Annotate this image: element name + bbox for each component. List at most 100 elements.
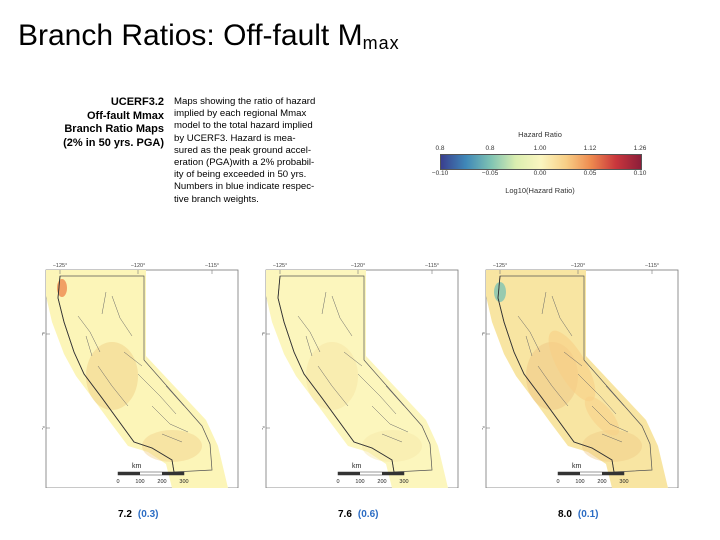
lon-tick-label: −115° bbox=[645, 263, 659, 269]
scale-bar: km 0 100 200 300 bbox=[336, 463, 408, 485]
fault-trace bbox=[321, 291, 327, 315]
colorbar-bottom-tick: 0.00 bbox=[533, 170, 547, 177]
colorbar-bottom-tick: −0.10 bbox=[431, 170, 449, 177]
map-panel-3: −125° −120° −115° 40° 35° km 0 100 200 300 bbox=[482, 256, 682, 488]
lat-tick-label: 40° bbox=[262, 332, 265, 338]
legend-description-line: Numbers in blue indicate respec- bbox=[174, 181, 315, 193]
scale-bar-segment bbox=[382, 472, 404, 475]
legend-heading-line: (2% in 50 yrs. PGA) bbox=[63, 136, 164, 149]
fault-trace bbox=[357, 373, 397, 415]
legend-description-line: model to the total hazard implied bbox=[174, 120, 313, 132]
scale-bar-segment bbox=[338, 472, 360, 475]
scale-tick-label: 300 bbox=[399, 479, 408, 485]
scale-bar-segment bbox=[118, 472, 140, 475]
legend-description-line: ity of being exceeded in 50 yrs. bbox=[174, 169, 307, 181]
california-map: −125° −120° −115° 40° 35° km 0 100 200 300 bbox=[482, 263, 679, 488]
fault-trace bbox=[331, 295, 353, 337]
map-caption-1: 7.2 (0.3) bbox=[118, 509, 158, 520]
lat-tick-label: 35° bbox=[42, 426, 45, 432]
fault-trace bbox=[161, 433, 183, 443]
fault-trace bbox=[305, 335, 313, 357]
branch-weight: (0.1) bbox=[577, 509, 599, 520]
legend-description-line: implied by each regional Mmax bbox=[174, 108, 307, 120]
fault-trace bbox=[297, 315, 321, 353]
scale-tick-label: 100 bbox=[355, 479, 364, 485]
slide-title-main: Branch Ratios: Off-fault M bbox=[18, 19, 363, 52]
lon-tick-label: −125° bbox=[493, 263, 508, 269]
fault-trace bbox=[551, 295, 573, 337]
fault-trace bbox=[605, 385, 625, 407]
fault-trace bbox=[537, 365, 569, 407]
fault-trace bbox=[97, 365, 129, 407]
scale-tick-label: 300 bbox=[619, 479, 628, 485]
colorbar-gradient bbox=[440, 154, 642, 170]
scale-unit: km bbox=[352, 463, 362, 470]
hazard-ratio-patch bbox=[86, 342, 138, 410]
mmax-value: 7.6 bbox=[338, 509, 352, 520]
coastline bbox=[277, 275, 395, 473]
hazard-ratio-patch bbox=[306, 342, 358, 410]
colorbar-top-tick: 0.8 bbox=[485, 145, 495, 152]
colorbar-title: Hazard Ratio bbox=[518, 130, 562, 139]
colorbar: Hazard Ratio 0.8 0.8 1.00 1.12 1.26 −0.1… bbox=[430, 130, 650, 210]
legend-heading-line: Off-fault Mmax bbox=[87, 109, 164, 122]
california-map: −125° −120° −115° 40° 35° km 0 100 200 300 bbox=[42, 263, 239, 488]
scale-unit: km bbox=[572, 463, 582, 470]
colorbar-top-tick: 1.26 bbox=[633, 145, 647, 152]
lon-tick-label: −120° bbox=[571, 263, 586, 269]
fault-trace bbox=[525, 335, 533, 357]
fault-trace bbox=[111, 295, 133, 337]
colorbar-top-tick: 1.12 bbox=[583, 145, 597, 152]
scale-tick-label: 0 bbox=[336, 479, 339, 485]
lat-tick-label: 40° bbox=[42, 332, 45, 338]
legend-heading-line: Branch Ratio Maps bbox=[64, 123, 164, 135]
mmax-value: 8.0 bbox=[558, 509, 572, 520]
lon-tick-label: −115° bbox=[425, 263, 439, 269]
slide-title-subscript: max bbox=[362, 33, 400, 53]
scale-tick-label: 100 bbox=[135, 479, 144, 485]
fault-trace bbox=[577, 373, 617, 415]
hazard-ratio-patch bbox=[362, 430, 422, 462]
fault-trace bbox=[541, 291, 547, 315]
colorbar-top-tick: 1.00 bbox=[533, 145, 547, 152]
fault-trace bbox=[563, 351, 583, 367]
fault-trace bbox=[371, 405, 409, 433]
legend-heading-line: UCERF3.2 bbox=[110, 96, 164, 108]
fault-trace bbox=[101, 291, 107, 315]
scale-tick-label: 200 bbox=[597, 479, 606, 485]
map-caption-3: 8.0 (0.1) bbox=[558, 509, 598, 520]
scale-tick-label: 100 bbox=[575, 479, 584, 485]
fault-trace bbox=[343, 351, 363, 367]
fault-trace bbox=[601, 433, 623, 443]
lat-tick-label: 35° bbox=[482, 426, 485, 432]
colorbar-bottom-tick: 0.05 bbox=[583, 170, 597, 177]
colorbar-bottom-tick: −0.05 bbox=[481, 170, 499, 177]
legend-description-line: Maps showing the ratio of hazard bbox=[174, 96, 316, 107]
fault-trace bbox=[517, 315, 541, 353]
scale-bar-segment bbox=[602, 472, 624, 475]
scale-tick-label: 0 bbox=[116, 479, 119, 485]
fault-trace bbox=[317, 365, 349, 407]
legend-description: Maps showing the ratio of hazard implied… bbox=[174, 96, 349, 206]
scale-bar: km 0 100 200 300 bbox=[556, 463, 628, 485]
lon-tick-label: −120° bbox=[131, 263, 146, 269]
hazard-ratio-patch bbox=[142, 430, 202, 462]
fault-trace bbox=[591, 405, 629, 433]
coastline bbox=[497, 275, 615, 473]
scale-bar-segment bbox=[558, 472, 580, 475]
lon-tick-label: −125° bbox=[53, 263, 68, 269]
lon-tick-label: −125° bbox=[273, 263, 288, 269]
slide-title: Branch Ratios: Off-fault Mmax bbox=[18, 18, 400, 61]
california-map: −125° −120° −115° 40° 35° km 0 100 200 300 bbox=[262, 263, 459, 488]
lon-tick-label: −120° bbox=[351, 263, 366, 269]
scale-tick-label: 0 bbox=[556, 479, 559, 485]
hazard-ratio-hotspot bbox=[548, 330, 596, 402]
fault-trace bbox=[165, 385, 185, 407]
mmax-value: 7.2 bbox=[118, 509, 132, 520]
legend-description-line: sured as the peak ground accel- bbox=[174, 144, 312, 156]
scale-tick-label: 300 bbox=[179, 479, 188, 485]
hazard-ratio-lowspot bbox=[494, 282, 506, 302]
branch-weight: (0.3) bbox=[137, 509, 159, 520]
legend-description-line: by UCERF3. Hazard is mea- bbox=[174, 132, 296, 144]
map-panel-2: −125° −120° −115° 40° 35° km 0 100 200 300 bbox=[262, 256, 462, 488]
